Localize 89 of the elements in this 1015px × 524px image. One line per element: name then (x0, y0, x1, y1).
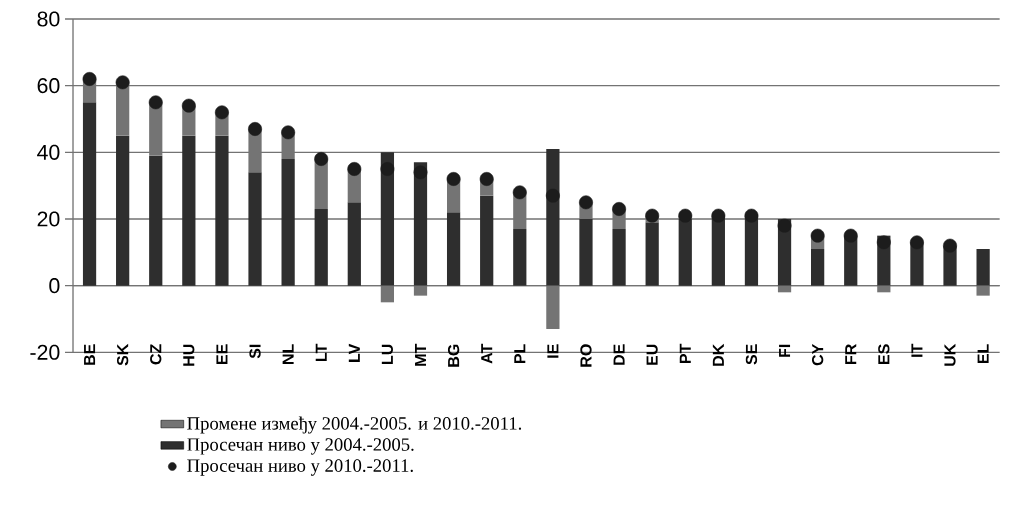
bar (678, 218, 692, 286)
point (380, 162, 395, 176)
point (248, 122, 262, 136)
x-tick-label: BE (84, 344, 96, 365)
legend-label: Просечан ниво у 2010.-2011. (187, 459, 413, 476)
bar (149, 155, 163, 286)
y-tick-label: -20 (30, 344, 60, 360)
legend-label: Просечан ниво у 2004.-2005. (187, 438, 414, 455)
bar (116, 135, 130, 286)
point (148, 95, 163, 110)
x-tick-label: FR (845, 344, 857, 364)
bar (413, 285, 428, 296)
x-tick-label: PT (679, 343, 691, 364)
point (82, 72, 97, 86)
bar (480, 195, 494, 286)
x-tick-label: ES (878, 344, 890, 364)
legend-label: Промене између 2004.-2005. и 2010.-2011. (187, 416, 522, 434)
point (512, 185, 527, 200)
bar (281, 158, 295, 286)
y-tick-label: 60 (37, 78, 60, 94)
x-tick-label: LT (315, 343, 327, 361)
point (843, 228, 858, 243)
x-tick-label: LU (381, 344, 393, 364)
point (678, 208, 693, 223)
point (876, 235, 891, 250)
point (446, 172, 461, 186)
point (479, 172, 494, 186)
bar (976, 285, 990, 296)
x-tick-label: EE (216, 344, 228, 364)
x-tick-label: DK (712, 343, 724, 366)
x-tick-label: EL (977, 344, 989, 364)
bar (811, 248, 825, 286)
bar (182, 135, 196, 286)
point (744, 208, 759, 223)
x-tick-label: SI (249, 344, 261, 359)
bar (380, 152, 395, 286)
point (413, 165, 428, 180)
point (314, 152, 329, 166)
x-tick-label: SE (745, 344, 758, 365)
x-tick-label: RO (580, 344, 592, 367)
point (347, 162, 362, 176)
x-tick-label: NL (282, 344, 294, 364)
x-tick-label: CY (811, 343, 824, 366)
point (943, 238, 957, 253)
point (115, 75, 130, 90)
point (645, 208, 660, 223)
bar (546, 285, 560, 329)
point (545, 188, 560, 203)
x-tick-label: BG (447, 344, 460, 367)
x-tick-label: UK (944, 343, 956, 366)
x-tick-label: MT (415, 343, 427, 366)
bar (347, 202, 361, 286)
bar (513, 228, 527, 286)
bar (546, 148, 560, 286)
x-tick-label: PL (514, 344, 526, 364)
point (810, 228, 825, 243)
point (181, 98, 196, 113)
y-tick-label: 40 (37, 144, 60, 160)
x-tick-label: HU (183, 344, 195, 366)
x-tick-label: EU (646, 344, 658, 365)
point (909, 235, 924, 250)
bar (82, 102, 97, 286)
bar (314, 208, 328, 286)
bar (215, 135, 229, 286)
bar (248, 172, 262, 286)
x-tick-label: FI (779, 344, 791, 357)
x-tick-label: AT (481, 343, 493, 364)
x-tick-label: DE (613, 344, 625, 365)
bar (612, 228, 626, 286)
point (579, 195, 593, 210)
bar (579, 218, 593, 286)
x-tick-label: CZ (150, 344, 162, 365)
x-tick-label: IT (911, 343, 923, 357)
point (612, 202, 627, 216)
bar (446, 212, 461, 286)
y-tick-label: 80 (37, 11, 60, 27)
y-tick-label: 20 (37, 211, 60, 227)
point (215, 105, 229, 120)
y-tick-label: 0 (49, 278, 60, 294)
point (281, 125, 296, 140)
bar (645, 222, 659, 286)
x-tick-label: IE (547, 344, 559, 358)
bar (413, 162, 428, 286)
point (711, 208, 726, 223)
bar (976, 248, 990, 286)
point (777, 218, 792, 233)
bar (380, 285, 395, 303)
x-tick-label: SK (116, 343, 129, 366)
x-tick-label: LV (348, 343, 360, 362)
